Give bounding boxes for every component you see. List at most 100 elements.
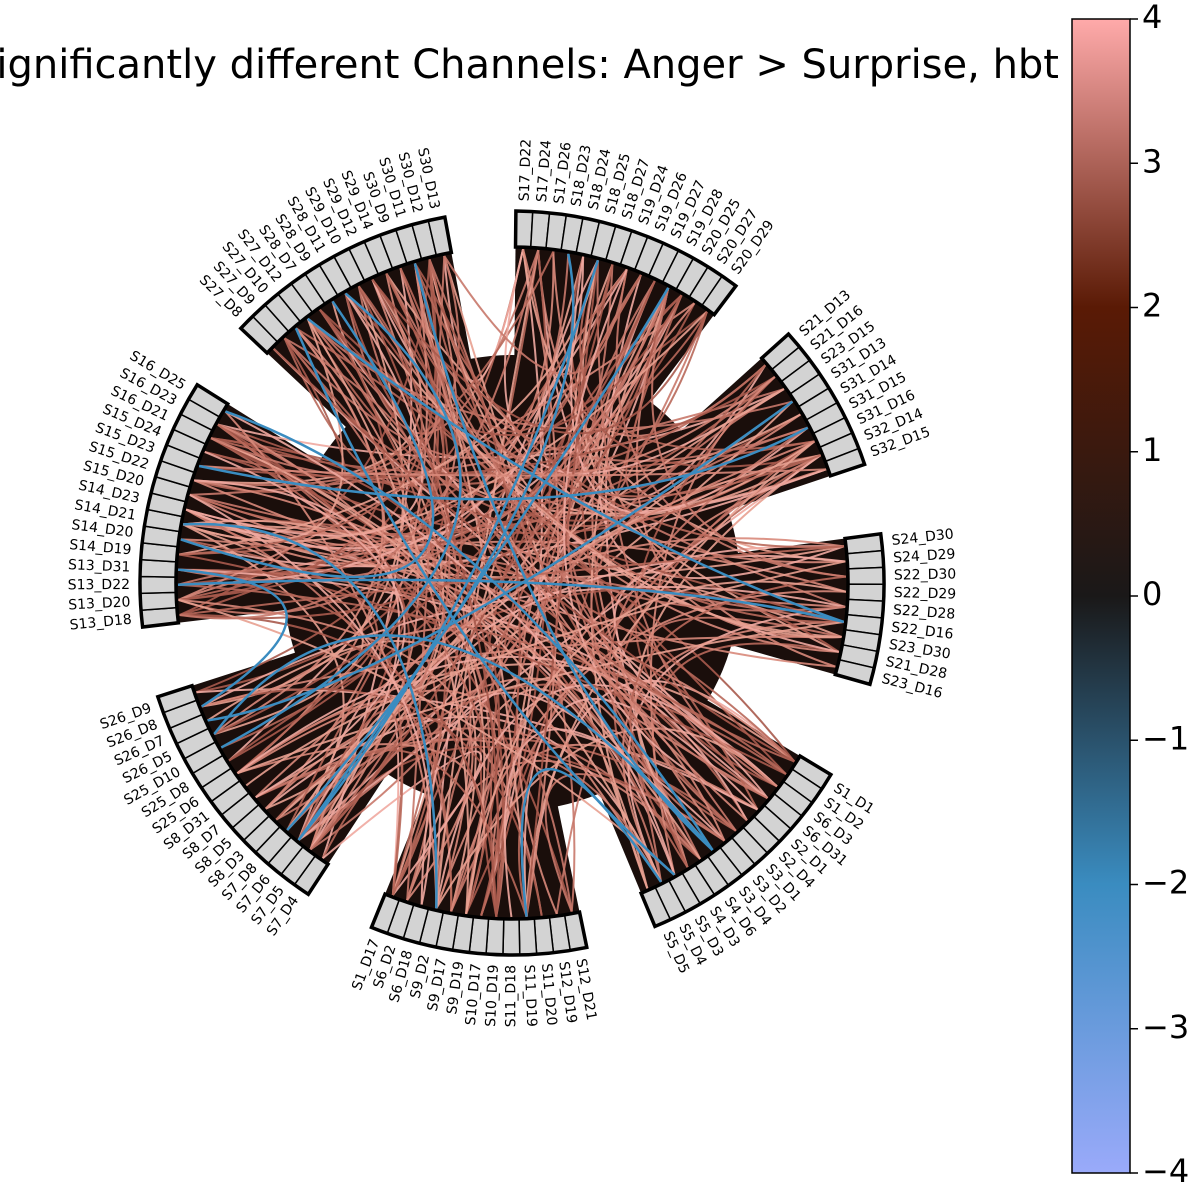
channel-label: S10_D17 bbox=[463, 963, 485, 1027]
negative-connection bbox=[178, 568, 288, 708]
channel-label: S17_D22 bbox=[517, 139, 535, 202]
positive-connection bbox=[236, 689, 509, 916]
colorbar-tick-label: −2 bbox=[1142, 864, 1189, 902]
positive-connection bbox=[344, 292, 842, 638]
channel-label: S22_D28 bbox=[892, 602, 955, 622]
channel-label: S11_D19 bbox=[521, 964, 540, 1027]
positive-connection bbox=[357, 285, 839, 653]
positive-connection bbox=[217, 423, 844, 623]
channel-node bbox=[846, 566, 885, 586]
positive-connection bbox=[180, 538, 726, 842]
channel-label: S22_D16 bbox=[890, 620, 954, 643]
negative-connection bbox=[198, 426, 809, 501]
positive-connection bbox=[179, 285, 423, 556]
channel-label: S13_D31 bbox=[68, 557, 131, 575]
positive-connection bbox=[178, 568, 769, 799]
positive-connection bbox=[357, 285, 500, 917]
positive-connection bbox=[245, 560, 846, 787]
channel-label: S17_D24 bbox=[534, 139, 555, 202]
positive-connection bbox=[196, 688, 758, 811]
channel-label: S22_D29 bbox=[894, 585, 957, 603]
colorbar-tick-label: 4 bbox=[1142, 0, 1162, 36]
channel-node bbox=[845, 549, 885, 570]
group-outline bbox=[513, 209, 739, 318]
negative-connection bbox=[306, 317, 845, 624]
positive-connection bbox=[443, 255, 628, 375]
positive-connection bbox=[435, 683, 778, 909]
channel-label: S11_D18 bbox=[503, 965, 519, 1027]
positive-connection bbox=[179, 287, 670, 620]
positive-connection bbox=[523, 698, 759, 917]
positive-connection bbox=[563, 268, 758, 811]
channel-label: S24_D30 bbox=[891, 526, 955, 549]
positive-connection bbox=[435, 727, 778, 909]
positive-connection bbox=[295, 327, 420, 851]
negative-connection bbox=[224, 410, 714, 851]
positive-connection bbox=[213, 327, 384, 736]
positive-connection bbox=[189, 493, 844, 623]
positive-connection bbox=[516, 302, 696, 915]
group-outline bbox=[138, 382, 231, 629]
positive-connection bbox=[224, 410, 676, 876]
positive-connection bbox=[443, 255, 649, 889]
positive-connection bbox=[541, 259, 827, 513]
positive-connection bbox=[450, 454, 822, 912]
colorbar-tick-label: −1 bbox=[1142, 719, 1189, 757]
colorbar-bar bbox=[1071, 18, 1131, 1174]
positive-connection bbox=[371, 278, 708, 435]
colorbar: 4 3 2 1 0 −1 −2 −3 −4 bbox=[1071, 0, 1189, 1190]
positive-connection bbox=[391, 280, 656, 896]
positive-connection bbox=[491, 743, 758, 917]
positive-connection bbox=[503, 728, 726, 918]
channel-nodes bbox=[138, 209, 886, 957]
channel-label: S24_D29 bbox=[893, 546, 956, 566]
channel-node bbox=[518, 917, 538, 956]
positive-connection bbox=[608, 426, 809, 842]
positive-connection bbox=[309, 264, 614, 851]
group-outline bbox=[759, 331, 867, 479]
positive-connection bbox=[621, 620, 844, 883]
channel-label: S22_D30 bbox=[894, 566, 957, 583]
positive-connection bbox=[210, 437, 662, 883]
group-outline bbox=[833, 531, 886, 687]
positive-connection bbox=[177, 256, 585, 586]
negative-connection bbox=[297, 259, 600, 841]
colorbar-tick-label: 2 bbox=[1142, 287, 1162, 325]
negative-connection bbox=[183, 522, 438, 909]
positive-connection bbox=[213, 280, 656, 736]
positive-connection bbox=[465, 580, 847, 914]
channel-node bbox=[502, 918, 521, 956]
group-outline bbox=[638, 753, 834, 929]
positive-connection bbox=[579, 259, 815, 451]
positive-connection bbox=[194, 479, 778, 788]
negative-connection bbox=[177, 578, 845, 624]
group-outline bbox=[369, 891, 589, 957]
negative-connection bbox=[220, 292, 462, 749]
positive-connection bbox=[567, 280, 768, 800]
channel-label: S11_D20 bbox=[538, 963, 559, 1026]
negative-connection bbox=[213, 634, 714, 851]
positive-connection bbox=[385, 264, 614, 433]
positive-connection bbox=[201, 687, 543, 916]
positive-connection bbox=[283, 253, 570, 459]
positive-connection bbox=[265, 263, 428, 810]
group-outline bbox=[238, 215, 454, 356]
group-outline bbox=[155, 683, 331, 897]
positive-connection bbox=[273, 348, 795, 763]
positive-connection bbox=[385, 273, 737, 832]
negative-connection bbox=[207, 400, 794, 722]
positive-connection bbox=[627, 605, 846, 883]
positive-connection bbox=[204, 451, 406, 799]
positive-connection bbox=[275, 749, 528, 918]
positive-connection bbox=[210, 437, 501, 915]
positive-connection bbox=[322, 750, 483, 896]
positive-connection bbox=[179, 614, 498, 917]
channel-node bbox=[846, 583, 885, 602]
positive-connection bbox=[236, 655, 748, 821]
positive-connection bbox=[284, 337, 451, 851]
positive-connection bbox=[201, 585, 846, 708]
channel-label: S9_D19 bbox=[444, 960, 467, 1015]
channel-node bbox=[139, 575, 177, 595]
colorbar-tick-label: −3 bbox=[1142, 1008, 1189, 1046]
